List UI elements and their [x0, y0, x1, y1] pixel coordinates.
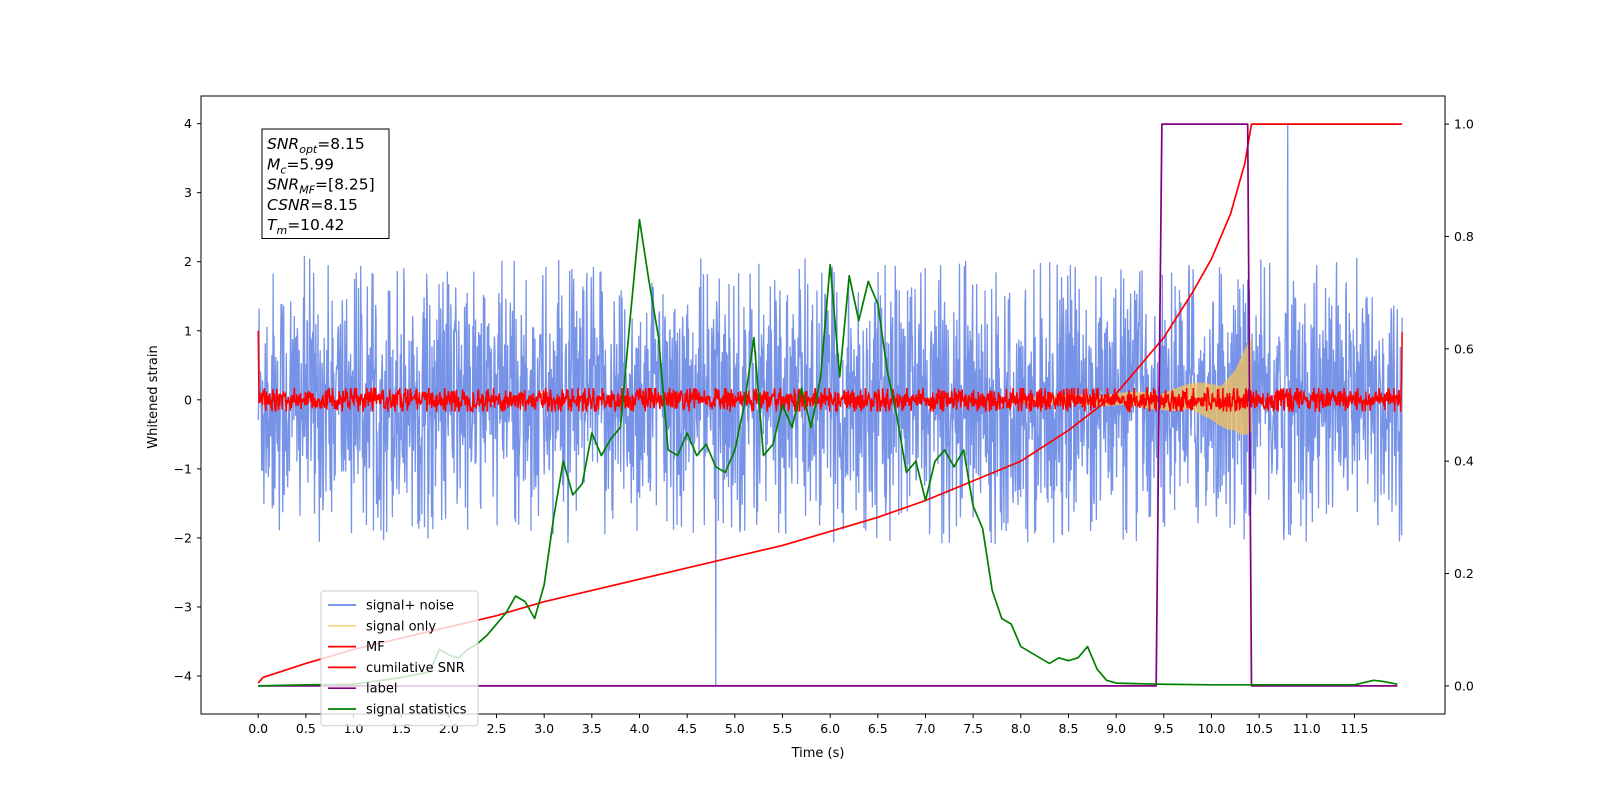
legend-label-signal-statistics: signal statistics: [366, 703, 467, 718]
x-tick-label: 10.0: [1198, 721, 1226, 736]
y-axis-label: Whitened strain: [146, 345, 161, 448]
series-label: [258, 123, 1398, 687]
annotation-line: SNRopt=8.15: [267, 135, 365, 156]
y-right-tick-label: 1.0: [1454, 117, 1474, 132]
x-tick-label: 3.0: [534, 721, 554, 736]
y-tick-label: 2: [184, 254, 192, 269]
x-tick-label: 0.0: [248, 721, 268, 736]
legend-label-signal-only: signal only: [366, 619, 436, 634]
y-tick-label: 4: [184, 116, 192, 131]
y-right-tick-label: 0.2: [1454, 566, 1474, 581]
annotation-line: CSNR=8.15: [267, 196, 358, 214]
x-tick-label: 9.0: [1106, 721, 1126, 736]
x-tick-label: 6.0: [820, 721, 840, 736]
x-tick-label: 10.5: [1245, 721, 1273, 736]
axes: 0.0 0.5 1.0 1.5 2.0 2.5 3.0 3.5 4.0 4.5 5.0 5.5 6.0 6…: [174, 95, 1474, 736]
y-tick-label: 3: [184, 185, 192, 200]
series-signal-statistics: [258, 218, 1398, 687]
y-right-tick-label: 0.4: [1454, 454, 1474, 469]
x-tick-label: 9.5: [1154, 721, 1174, 736]
annotation-frame: [261, 128, 390, 239]
x-tick-label: 4.0: [630, 721, 650, 736]
x-tick-label: 11.0: [1293, 721, 1321, 736]
annotation-line: Tm=10.42: [267, 216, 345, 237]
x-tick-label: 5.5: [773, 721, 793, 736]
legend-label-signal-noise: signal+ noise: [366, 599, 454, 614]
y-tick-label: −1: [174, 461, 192, 476]
annotation-line: Mc=5.99: [267, 155, 334, 176]
x-tick-label: 8.0: [1011, 721, 1031, 736]
x-tick-label: 5.0: [725, 721, 745, 736]
x-tick-label: 8.5: [1059, 721, 1079, 736]
y-tick-label: −3: [174, 599, 192, 614]
axes-frame: [200, 95, 1446, 715]
legend-label-mf: MF: [366, 640, 385, 655]
x-axis-label: Time (s): [791, 746, 845, 761]
legend-frame: [320, 590, 479, 727]
x-tick-label: 2.5: [487, 721, 507, 736]
x-tick-label: 11.5: [1341, 721, 1369, 736]
x-tick-label: 6.5: [868, 721, 888, 736]
y-tick-label: −2: [174, 530, 192, 545]
x-tick-label: 4.5: [677, 721, 697, 736]
y-tick-label: 1: [184, 323, 192, 338]
annotation-line: SNRMF=[8.25]: [267, 176, 375, 197]
y-right-tick-label: 0.6: [1454, 341, 1474, 356]
x-tick-label: 7.0: [916, 721, 936, 736]
legend: signal+ noise signal only MF cumilative SNR…: [320, 590, 479, 727]
legend-label-cumilative-snr: cumilative SNR: [366, 661, 465, 676]
y-right-tick-label: 0.0: [1454, 678, 1474, 693]
x-tick-label: 0.5: [296, 721, 316, 736]
series-mf: [257, 330, 1403, 413]
legend-label-label: label: [366, 682, 397, 697]
y-tick-label: 0: [184, 392, 192, 407]
y-tick-label: −4: [174, 669, 192, 684]
x-tick-label: 3.5: [582, 721, 602, 736]
x-tick-label: 7.5: [963, 721, 983, 736]
y-right-tick-label: 0.8: [1454, 229, 1474, 244]
